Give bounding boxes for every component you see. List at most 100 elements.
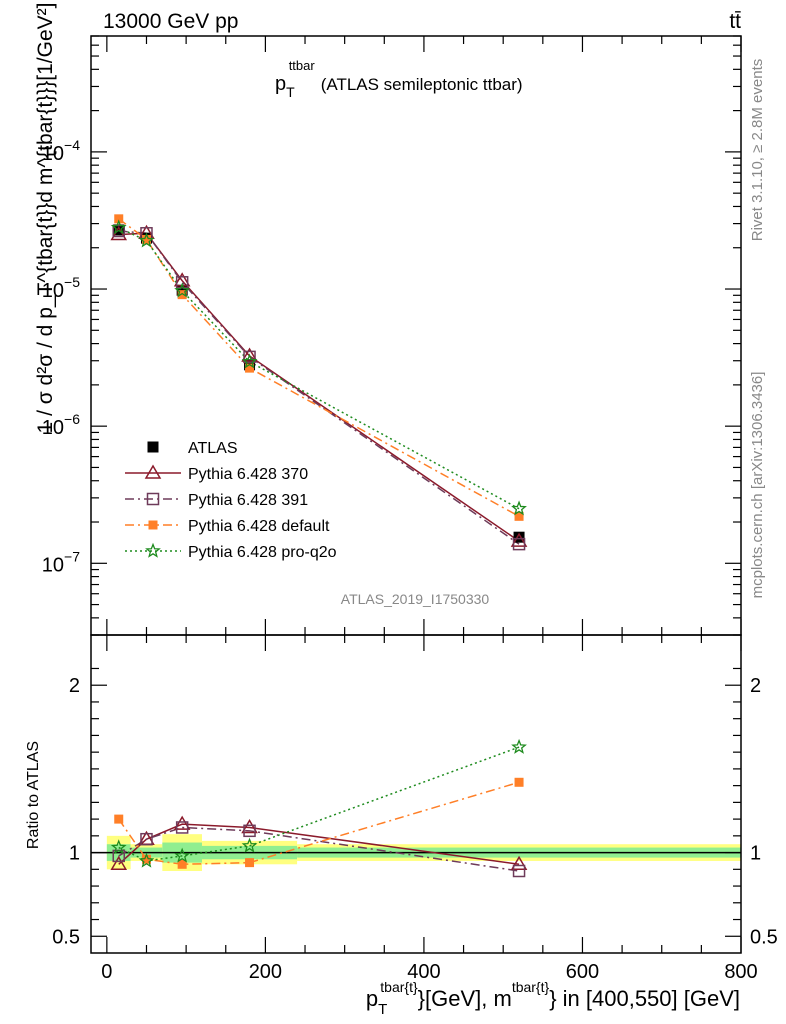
main-point-4-2: [174, 282, 191, 298]
ratio-point-0-4: [510, 855, 528, 871]
main-y-tick-label-base: 10: [42, 143, 64, 165]
ratio-point-0-3: [241, 818, 258, 834]
main-series-line-1: [118, 232, 520, 542]
ratio-series-line-0: [118, 823, 520, 866]
main-y-tick-label: 10−4: [42, 137, 80, 165]
x-tick-label: 200: [249, 961, 282, 983]
ratio-series-markers: [110, 738, 528, 878]
main-panel: 10−710−610−510−4: [42, 35, 742, 636]
legend-marker-0: [147, 441, 159, 453]
header-left: 13000 GeV pp: [103, 10, 238, 33]
plot-title: pTttbar (ATLAS semileptonic ttbar): [275, 58, 523, 100]
main-y-tick-label: 10−7: [42, 548, 80, 576]
xlabel-sup2: tbar{t}: [512, 979, 550, 995]
legend-label-3: Pythia 6.428 default: [188, 518, 330, 535]
ratio-point-2-4: [514, 777, 524, 787]
analysis-watermark: ATLAS_2019_I1750330: [341, 591, 490, 607]
ratio-series-line-3: [118, 746, 520, 862]
x-tick-label: 800: [724, 961, 757, 983]
ratio-panel: 0.5 0.5 1 1 2 2 0 200 400 600 800: [52, 634, 778, 983]
main-point-2-3: [243, 350, 256, 364]
main-y-tick-label-base: 10: [42, 280, 64, 302]
ratio-point-1-2: [175, 821, 189, 834]
ratio-point-2-1: [141, 854, 151, 864]
main-series-lines: [118, 218, 520, 545]
main-series-line-2: [118, 230, 520, 545]
legend-label-1: Pythia 6.428 370: [188, 466, 308, 483]
ratio-y-tick-label-right: 1: [750, 843, 761, 865]
main-point-0-4: [513, 531, 525, 543]
ratio-y-tick-label-right: 0.5: [750, 926, 778, 948]
ratio-point-2-0: [114, 814, 124, 824]
main-y-tick-label-exp: −5: [64, 274, 80, 290]
ratio-y-tick-label: 0.5: [52, 926, 80, 948]
main-point-3-2: [177, 290, 187, 300]
ratio-point-1-4: [512, 864, 526, 878]
xlabel-mid: }[GeV], m: [418, 986, 512, 1011]
legend: ATLAS Pythia 6.428 370 Pythia 6.428 391 Pyt…: [125, 440, 337, 561]
ratio-series-line-1: [118, 826, 520, 872]
legend-marker-3: [148, 520, 158, 530]
xlabel-sup1: tbar{t}: [380, 979, 418, 995]
main-series-markers: [110, 214, 528, 551]
ratio-point-2-3: [245, 858, 255, 868]
main-point-1-4: [510, 532, 528, 547]
ratio-point-0-0: [110, 855, 128, 871]
main-series-line-3: [118, 218, 520, 517]
legend-label-2: Pythia 6.428 391: [188, 492, 308, 509]
rivet-label: Rivet 3.1.10, ≥ 2.8M events: [749, 59, 766, 242]
title-sup: ttbar: [289, 58, 316, 73]
title-rest: (ATLAS semileptonic ttbar): [321, 75, 523, 94]
main-point-2-2: [175, 276, 189, 289]
ratio-point-3-2: [174, 847, 191, 863]
main-y-tick-label-exp: −4: [64, 137, 80, 153]
main-point-3-1: [141, 234, 151, 244]
ratio-point-3-3: [241, 837, 258, 853]
ratio-point-3-0: [110, 839, 127, 855]
main-series-line-4: [118, 227, 520, 510]
x-tick-label: 600: [566, 961, 599, 983]
main-y-tick-label-exp: −6: [64, 411, 80, 427]
main-y-axis-label-text: 1 / σ d²σ / d p_T^{tbar{t}}d m^{tbar{t}}…: [34, 3, 57, 434]
main-point-3-4: [514, 511, 524, 521]
main-point-4-1: [138, 232, 155, 248]
xlabel-main: p: [366, 986, 378, 1011]
xlabel-sub: T: [378, 1001, 387, 1018]
mcplots-label: mcplots.cern.ch [arXiv:1306.3436]: [749, 372, 766, 599]
legend-marker-1: [144, 464, 162, 479]
legend-label-4: Pythia 6.428 pro-q2o: [188, 544, 337, 561]
x-tick-label: 400: [407, 961, 440, 983]
main-y-axis-label: 1 / σ d²σ / d p_T^{tbar{t}}d m^{tbar{t}}…: [34, 3, 57, 434]
title-sub: T: [286, 84, 295, 100]
main-point-4-3: [241, 353, 258, 369]
ratio-point-1-3: [243, 824, 256, 838]
ratio-y-tick-label-right: 2: [750, 675, 761, 697]
header-right: tt̄: [729, 10, 741, 33]
main-y-tick-label-base: 10: [42, 417, 64, 439]
main-y-tick-label-base: 10: [42, 554, 64, 576]
main-point-4-0: [110, 219, 127, 235]
ratio-y-tick-label: 2: [69, 675, 80, 697]
x-tick-label: 0: [101, 961, 112, 983]
ratio-point-3-4: [511, 738, 527, 754]
ratio-point-0-2: [173, 815, 191, 830]
x-axis-label: pTtbar{t}}[GeV], mtbar{t}} in [400,550] …: [366, 979, 740, 1018]
ratio-frame: [90, 634, 742, 954]
main-point-2-0: [112, 224, 125, 238]
xlabel-end: } in [400,550] [GeV]: [549, 986, 740, 1011]
main-y-tick-label: 10−6: [42, 411, 80, 439]
ratio-y-axis-label: Ratio to ATLAS: [25, 741, 42, 849]
legend-label-0: ATLAS: [188, 440, 238, 457]
main-y-tick-label-exp: −7: [64, 548, 80, 564]
main-point-3-0: [114, 214, 124, 224]
main-y-tick-label: 10−5: [42, 274, 80, 302]
title-main: p: [275, 73, 286, 95]
main-point-1-3: [241, 347, 258, 362]
ratio-y-tick-label: 1: [69, 843, 80, 865]
main-point-3-3: [245, 363, 255, 373]
ratio-point-2-2: [177, 859, 187, 869]
ratio-point-3-1: [138, 852, 155, 868]
legend-marker-4: [145, 542, 161, 558]
